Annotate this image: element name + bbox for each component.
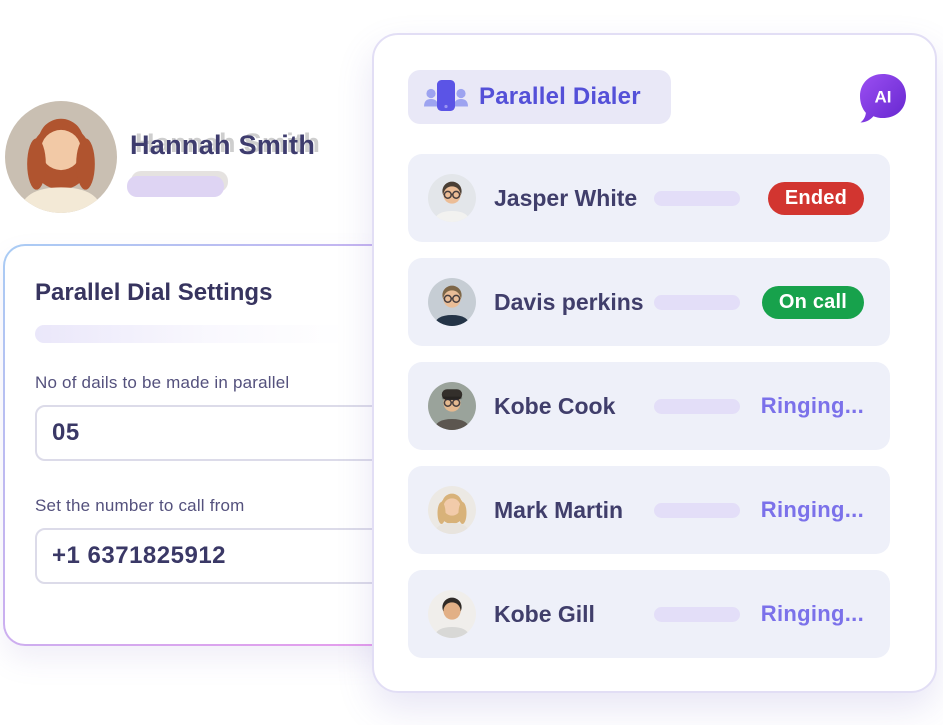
contact-avatar: [428, 486, 476, 534]
parallel-dialer-card: Parallel Dialer AI: [372, 33, 937, 693]
contact-avatar: [428, 278, 476, 326]
call-status-text: Ringing...: [760, 497, 864, 522]
contact-row[interactable]: Mark Martin Ringing...: [408, 466, 890, 554]
contact-avatar: [428, 382, 476, 430]
contact-row[interactable]: Kobe Gill Ringing...: [408, 570, 890, 658]
parallel-dialer-icon: [424, 77, 468, 117]
call-info-placeholder: [654, 190, 740, 206]
call-status-text: Ringing...: [760, 393, 864, 418]
parallel-dials-label: No of dails to be made in parallel: [35, 373, 290, 392]
dialer-header: Parallel Dialer: [408, 70, 671, 124]
call-status-text: Ringing...: [760, 601, 864, 626]
call-from-number-label: Set the number to call from: [35, 496, 245, 515]
contact-row[interactable]: Kobe Cook Ringing...: [408, 362, 890, 450]
call-info-placeholder: [654, 294, 740, 310]
contact-name: Jasper White: [494, 184, 638, 211]
call-from-number-input[interactable]: [35, 528, 382, 584]
parallel-dials-input[interactable]: [35, 405, 382, 461]
ai-bubble-shape: [860, 74, 906, 123]
call-info-placeholder: [654, 502, 740, 518]
contact-name: Mark Martin: [494, 496, 624, 523]
dialer-title: Parallel Dialer: [479, 83, 641, 110]
profile-avatar: [5, 101, 117, 213]
ai-badge-label: AI: [875, 88, 892, 107]
call-status: Ringing...: [740, 497, 864, 523]
call-status: Ended: [740, 181, 864, 215]
profile-name: Hannah Smith: [130, 130, 316, 160]
contact-row[interactable]: Davis perkins On call: [408, 258, 890, 346]
call-info-placeholder: [654, 398, 740, 414]
call-list: Jasper White Ended Davis perkins On call…: [408, 154, 890, 658]
contact-name: Kobe Cook: [494, 392, 616, 419]
call-status: Ringing...: [740, 601, 864, 627]
parallel-dial-settings-card: Parallel Dial Settings No of dails to be…: [3, 244, 403, 646]
settings-title: Parallel Dial Settings: [35, 279, 273, 306]
call-status: Ringing...: [740, 393, 864, 419]
contact-avatar: [428, 174, 476, 222]
contact-avatar: [428, 590, 476, 638]
call-status-badge: Ended: [767, 181, 864, 215]
profile-subtitle-placeholder: [127, 176, 224, 197]
contact-name: Kobe Gill: [494, 600, 595, 627]
settings-subtitle-placeholder: [35, 325, 349, 343]
contact-row[interactable]: Jasper White Ended: [408, 154, 890, 242]
call-status: On call: [740, 285, 864, 319]
contact-name: Davis perkins: [494, 288, 644, 315]
call-info-placeholder: [654, 606, 740, 622]
settings-card-body: Parallel Dial Settings No of dails to be…: [5, 246, 401, 644]
ai-chat-badge[interactable]: AI: [859, 73, 907, 125]
call-status-badge: On call: [761, 285, 864, 319]
